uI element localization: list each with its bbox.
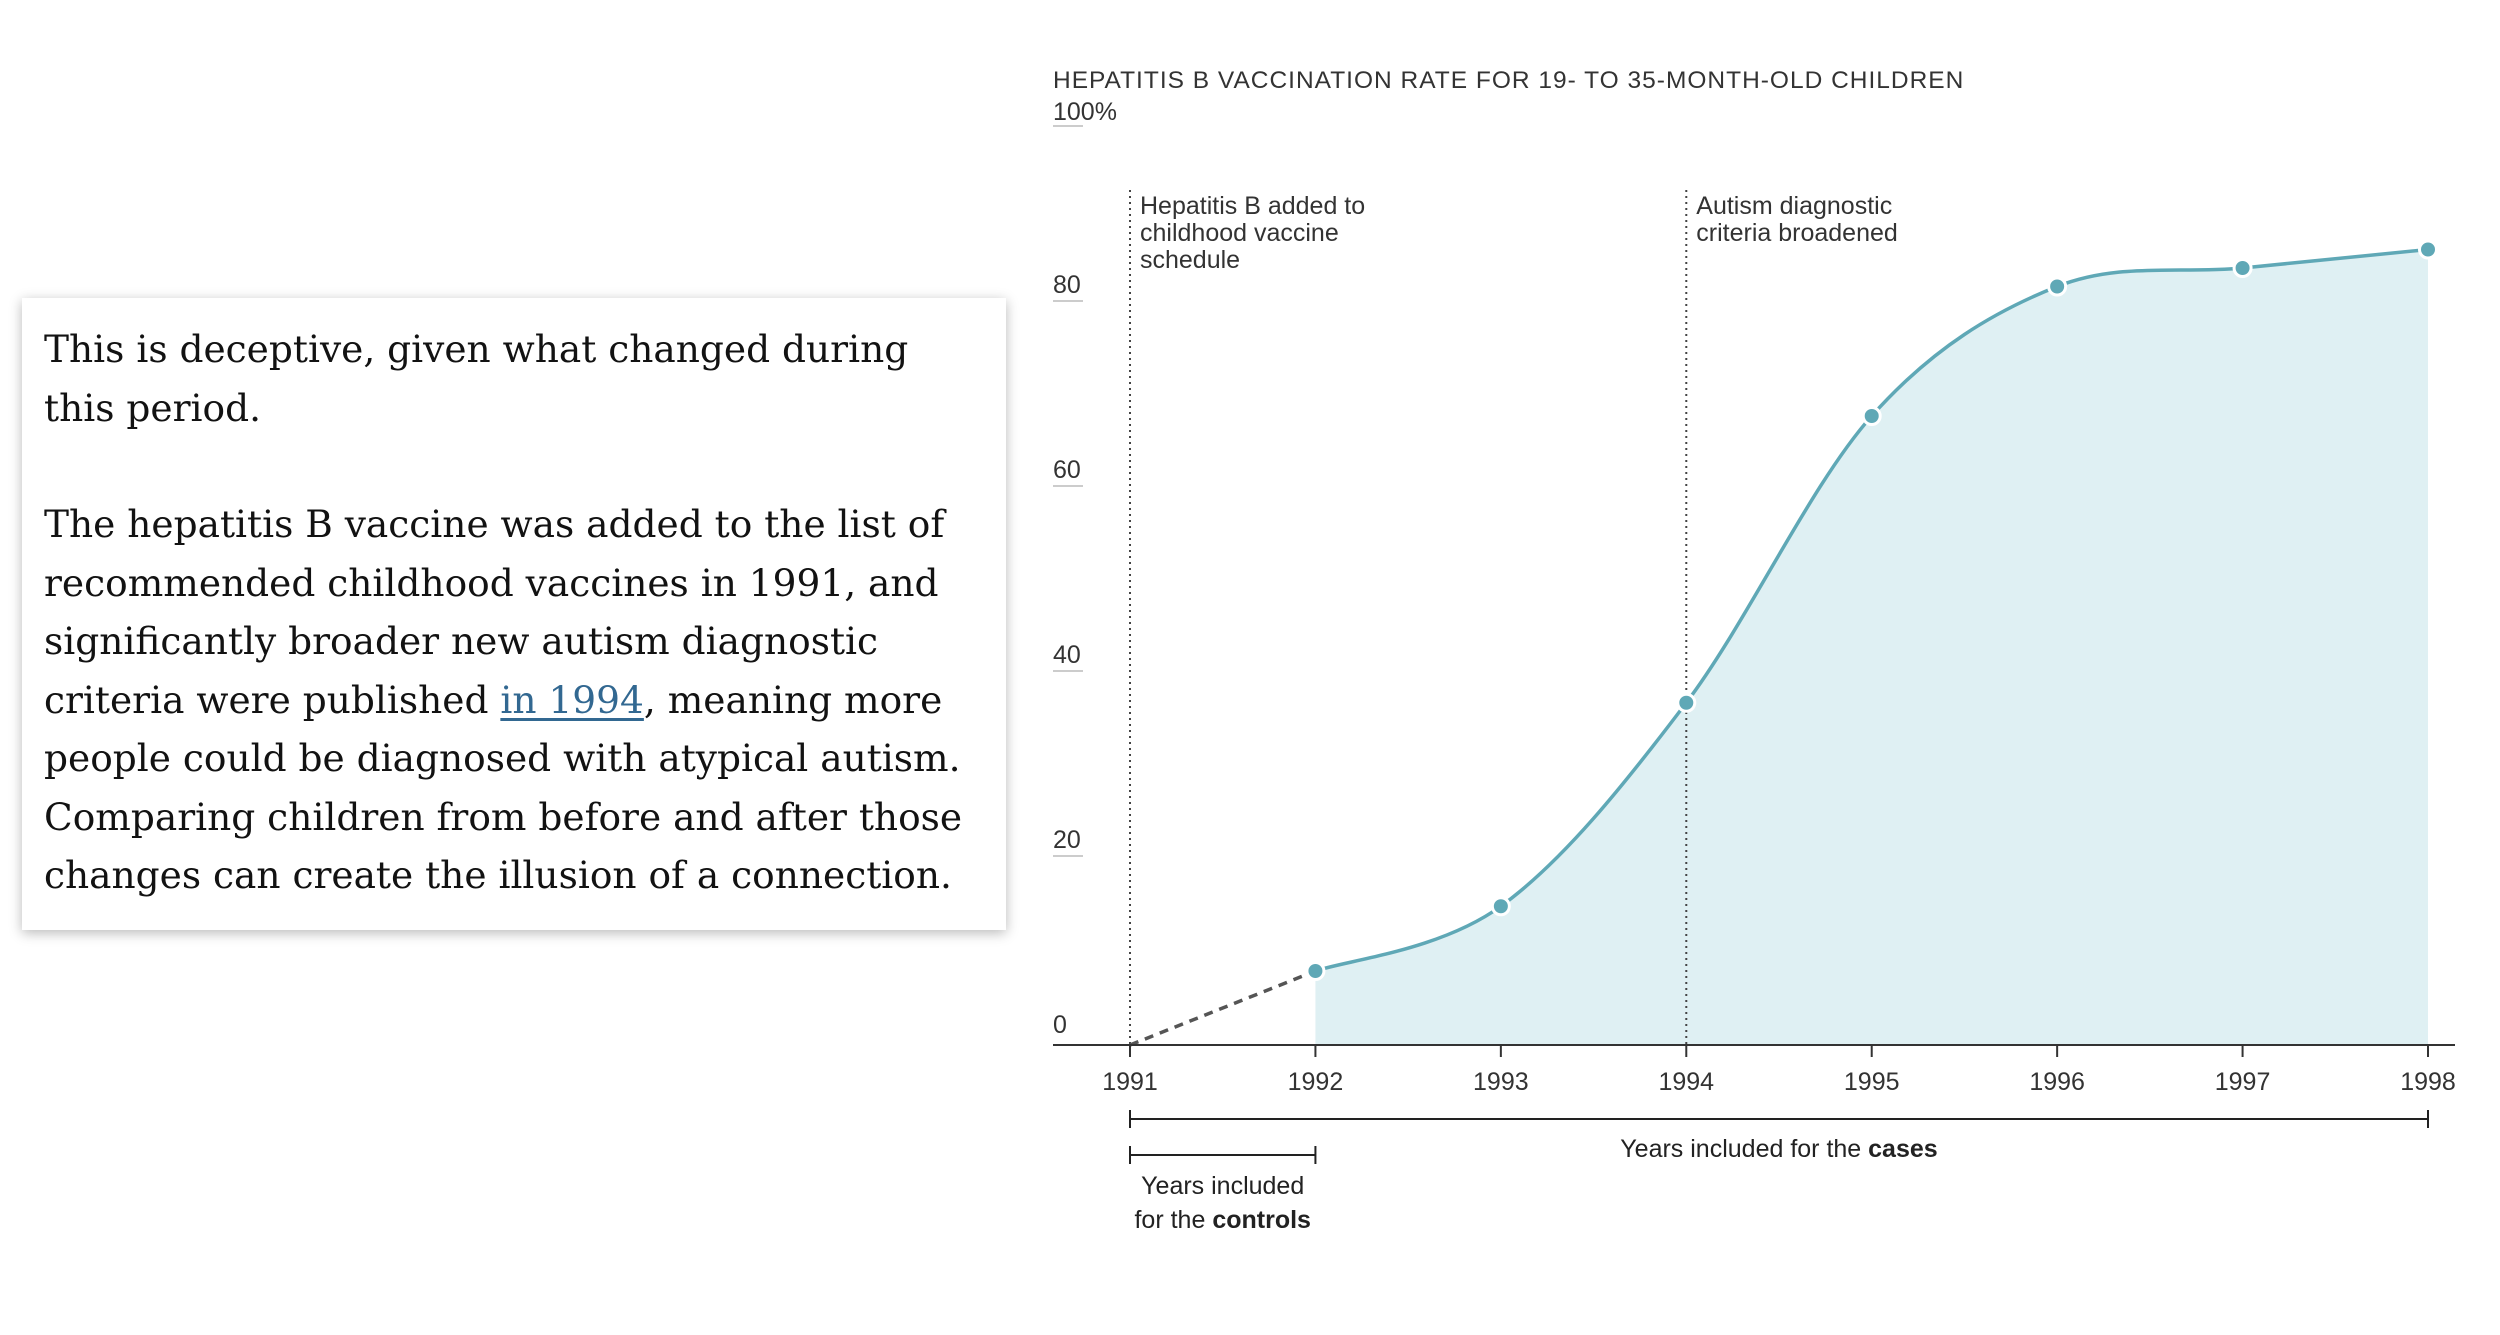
x-tick-label: 1995 — [1844, 1068, 1900, 1096]
y-tick-label: 60 — [1053, 456, 1081, 484]
dashed-extension-line — [1129, 969, 1317, 1047]
y-tick-label: 40 — [1053, 641, 1081, 669]
annotation-text: childhood vaccine — [1140, 219, 1339, 247]
explanation-card: This is deceptive, given what changed du… — [22, 298, 1006, 930]
data-point — [2047, 276, 2068, 297]
annotation-text: Autism diagnostic — [1696, 192, 1892, 220]
data-point — [1861, 406, 1882, 426]
x-tick-label: 1996 — [2029, 1068, 2085, 1096]
y-tick-label: 80 — [1053, 271, 1081, 299]
paragraph-deceptive: This is deceptive, given what changed du… — [44, 327, 909, 430]
x-tick-label: 1997 — [2215, 1068, 2271, 1096]
x-tick-label: 1994 — [1658, 1068, 1714, 1096]
link-in-1994[interactable]: in 1994 — [500, 677, 644, 722]
data-point — [2232, 258, 2253, 278]
x-tick-label: 1991 — [1102, 1068, 1158, 1096]
paragraph-text-start: The hepatitis B vaccine was added to the… — [44, 502, 945, 722]
data-point — [2418, 239, 2438, 260]
paragraph-text-end: , meaning more people could be diagnosed… — [44, 677, 963, 898]
y-tick-label: 0 — [1053, 1011, 1067, 1039]
cases-range-label: Years included for the cases — [1620, 1135, 1937, 1163]
annotation-text: schedule — [1140, 246, 1240, 274]
series-area-fill — [1315, 249, 2428, 1045]
y-tick-label: 20 — [1053, 826, 1081, 854]
x-tick-label: 1993 — [1473, 1068, 1529, 1096]
data-point — [1305, 961, 1326, 981]
x-tick-label: 1998 — [2400, 1068, 2456, 1096]
chart-title: HEPATITIS B VACCINATION RATE FOR 19- TO … — [1053, 67, 1964, 94]
y-axis-top-label: 100% — [1053, 98, 1117, 126]
annotation-text: Hepatitis B added to — [1140, 192, 1365, 220]
data-point — [1490, 896, 1511, 917]
controls-range-label-line1: Years included — [1141, 1172, 1304, 1200]
data-point — [1676, 692, 1697, 713]
paragraph-explanation: The hepatitis B vaccine was added to the… — [44, 495, 984, 905]
annotation-text: criteria broadened — [1696, 219, 1898, 247]
x-tick-label: 1992 — [1288, 1068, 1344, 1096]
controls-range-label-line2: for the controls — [1134, 1206, 1310, 1234]
